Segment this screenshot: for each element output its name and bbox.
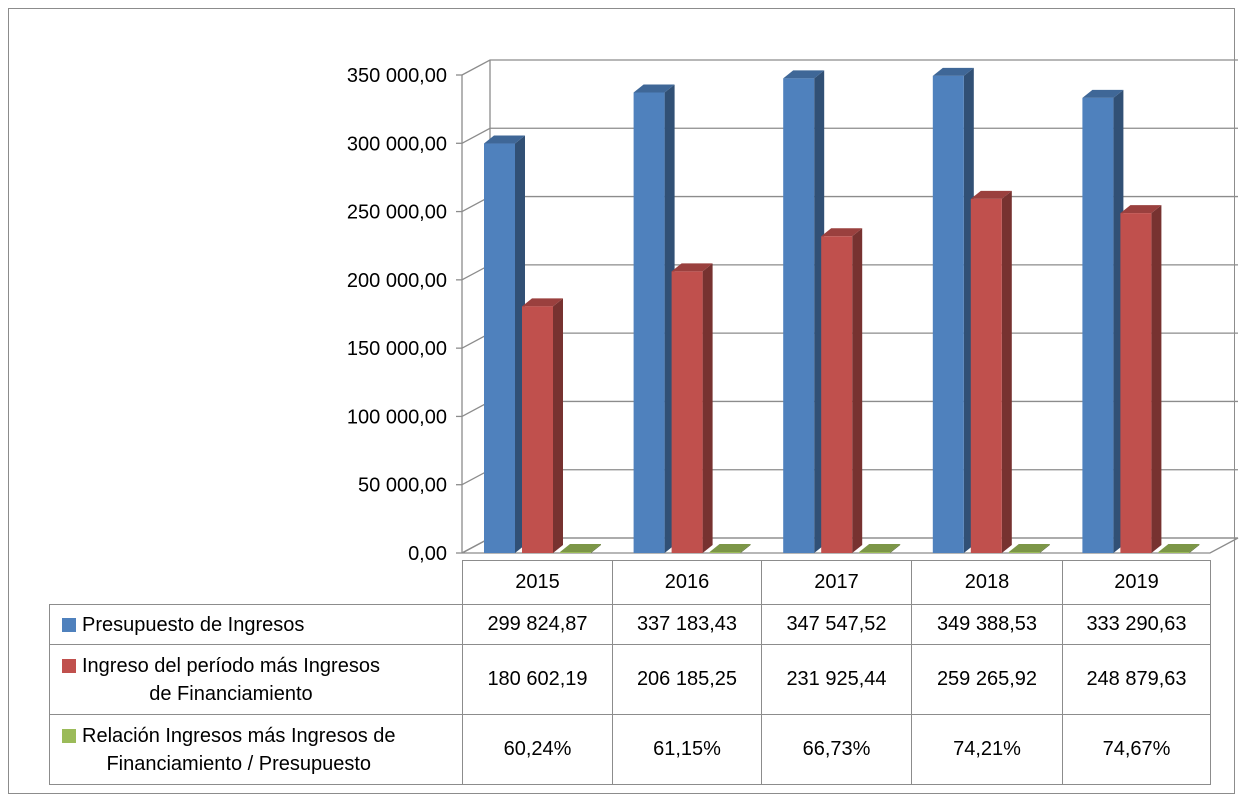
table-cell: 231 925,44	[761, 644, 912, 715]
category-label: 2017	[761, 560, 912, 605]
bar	[671, 271, 703, 553]
y-tick-label: 0,00	[408, 543, 447, 565]
y-tick-label: 300 000,00	[347, 133, 447, 155]
category-label: 2016	[612, 560, 762, 605]
bar	[783, 78, 815, 553]
y-tick-label: 50 000,00	[358, 475, 447, 497]
bar-top	[522, 298, 563, 307]
table-cell: 259 265,92	[911, 644, 1063, 715]
table-row-ingreso: Ingreso del período más Ingresos de Fina…	[49, 644, 1211, 715]
gridline	[461, 59, 1238, 76]
table-cell: 74,67%	[1062, 714, 1211, 785]
bar-side	[1189, 544, 1200, 553]
table-row-presupuesto: Presupuesto de Ingresos 299 824,87 337 1…	[49, 604, 1211, 645]
bar-side	[1001, 190, 1012, 554]
legend-swatch-blue	[62, 617, 76, 632]
bar	[821, 236, 853, 554]
series-label-cell: Relación Ingresos más Ingresos de Financ…	[49, 714, 463, 785]
bar-side	[890, 544, 901, 553]
bar-side	[702, 263, 713, 553]
bar-side	[1151, 205, 1162, 553]
data-table: 2015 2016 2017 2018 2019 Presupuesto de …	[49, 560, 1211, 785]
bar-top	[859, 544, 901, 552]
y-tick-label: 100 000,00	[347, 406, 447, 428]
bar	[1008, 552, 1040, 553]
bar	[709, 552, 741, 553]
series-name: Presupuesto de Ingresos	[82, 613, 305, 636]
table-cell: 180 602,19	[462, 644, 613, 715]
table-cell: 74,21%	[911, 714, 1063, 785]
table-row-relacion: Relación Ingresos más Ingresos de Financ…	[49, 714, 1211, 785]
series-name-line: de Financiamiento	[149, 682, 313, 705]
table-cell: 347 547,52	[761, 604, 912, 645]
bar-side	[553, 298, 563, 553]
table-cell: 349 388,53	[911, 604, 1063, 645]
table-corner-cell	[49, 560, 463, 605]
bar-top	[783, 70, 825, 79]
series-name-line: Financiamiento / Presupuesto	[106, 752, 372, 775]
category-label: 2019	[1062, 560, 1211, 605]
table-cell: 248 879,63	[1062, 644, 1211, 715]
series-name-line: Ingreso del período más Ingresos	[82, 654, 380, 677]
y-tick-label: 200 000,00	[347, 270, 447, 292]
series-name-line: Relación Ingresos más Ingresos de	[82, 724, 396, 747]
bar	[484, 143, 515, 553]
series-name: Relación Ingresos más Ingresos de Financ…	[82, 722, 396, 778]
table-cell: 337 183,43	[612, 604, 762, 645]
category-label: 2018	[911, 560, 1063, 605]
y-tick-label: 250 000,00	[347, 202, 447, 224]
bar-top	[970, 190, 1012, 199]
bar-top	[1082, 89, 1124, 98]
series-label-cell: Ingreso del período más Ingresos de Fina…	[49, 644, 463, 715]
table-cell: 299 824,87	[462, 604, 613, 645]
bar-side	[1039, 544, 1050, 553]
category-label: 2015	[462, 560, 613, 605]
series-name: Ingreso del período más Ingresos de Fina…	[82, 652, 380, 708]
y-tick-label: 350 000,00	[347, 65, 447, 87]
bar	[970, 198, 1002, 554]
bar-top	[671, 263, 713, 272]
table-cell: 206 185,25	[612, 644, 762, 715]
y-tick-label: 150 000,00	[347, 338, 447, 360]
table-header-row: 2015 2016 2017 2018 2019	[49, 560, 1211, 605]
bar-top	[560, 544, 601, 552]
bar-top	[1120, 205, 1162, 214]
bar	[932, 75, 964, 554]
bar-top	[1158, 544, 1200, 552]
bar	[1158, 552, 1190, 553]
bar	[522, 306, 553, 553]
series-label-cell: Presupuesto de Ingresos	[49, 604, 463, 645]
bar	[859, 552, 891, 553]
bar-side	[740, 544, 751, 553]
bar-top	[484, 135, 525, 144]
bar	[1082, 97, 1114, 554]
table-cell: 333 290,63	[1062, 604, 1211, 645]
bar-side	[852, 228, 863, 554]
bar-top	[633, 84, 675, 93]
table-cell: 66,73%	[761, 714, 912, 785]
legend-swatch-red	[62, 658, 76, 673]
table-cell: 61,15%	[612, 714, 762, 785]
legend-swatch-green	[62, 728, 76, 743]
table-cell: 60,24%	[462, 714, 613, 785]
bar	[633, 92, 665, 553]
bar-top	[709, 544, 751, 552]
bar-top	[1008, 544, 1050, 552]
bar	[1120, 213, 1152, 553]
bar-side	[591, 544, 601, 553]
bar-top	[932, 67, 974, 76]
bar	[560, 552, 591, 553]
bar-top	[821, 228, 863, 237]
